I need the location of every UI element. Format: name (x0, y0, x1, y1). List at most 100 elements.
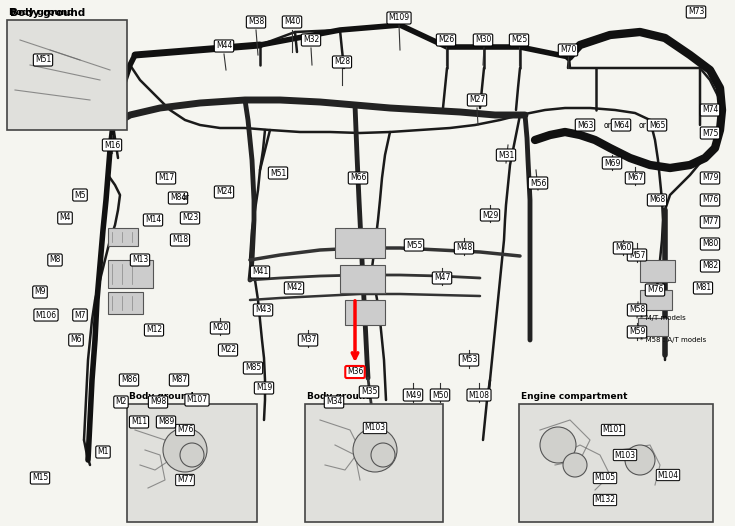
Text: Body ground: Body ground (129, 392, 194, 401)
Text: M34: M34 (326, 398, 343, 407)
Text: M15: M15 (32, 473, 48, 482)
Text: or: or (604, 120, 612, 129)
Text: M109: M109 (388, 14, 409, 23)
Text: M56: M56 (530, 178, 546, 187)
Text: M101: M101 (603, 426, 623, 434)
Bar (640, 260, 675, 282)
Text: M1: M1 (97, 448, 109, 457)
Text: M80: M80 (702, 239, 718, 248)
Text: M24: M24 (216, 187, 232, 197)
Text: M69: M69 (604, 158, 620, 167)
Circle shape (353, 428, 397, 472)
Text: M49: M49 (405, 390, 421, 400)
Text: M12: M12 (146, 326, 162, 335)
Text: M63: M63 (577, 120, 593, 129)
Text: M74: M74 (702, 106, 718, 115)
Text: M66: M66 (350, 174, 366, 183)
Circle shape (180, 443, 204, 467)
Text: M132: M132 (595, 495, 615, 504)
Text: M29: M29 (482, 210, 498, 219)
Text: M76: M76 (647, 286, 663, 295)
Text: M65: M65 (649, 120, 665, 129)
Circle shape (163, 428, 207, 472)
Text: M25: M25 (511, 35, 527, 45)
Text: M32: M32 (303, 35, 319, 45)
Circle shape (540, 427, 576, 463)
Text: M44: M44 (216, 42, 232, 50)
Text: M98: M98 (150, 398, 166, 407)
Text: M36: M36 (347, 368, 363, 377)
Text: M4: M4 (60, 214, 71, 222)
Text: M5: M5 (74, 190, 86, 199)
Text: M48: M48 (456, 244, 472, 252)
Bar (519, 404, 713, 522)
Text: M23: M23 (182, 214, 198, 222)
Text: M68: M68 (649, 196, 665, 205)
Text: M51: M51 (35, 56, 51, 65)
Text: M26: M26 (438, 35, 454, 45)
Text: M37: M37 (300, 336, 316, 345)
Text: M76: M76 (702, 196, 718, 205)
Text: M17: M17 (158, 174, 174, 183)
Circle shape (371, 443, 395, 467)
Text: M19: M19 (256, 383, 272, 392)
Text: M43: M43 (255, 306, 271, 315)
Text: M6: M6 (71, 336, 82, 345)
Text: M108: M108 (468, 390, 490, 400)
Text: M27: M27 (469, 96, 485, 105)
Text: M57: M57 (629, 250, 645, 259)
Text: M104: M104 (657, 470, 678, 480)
Text: Body ground: Body ground (10, 8, 85, 18)
Circle shape (563, 453, 587, 477)
Text: Body ground: Body ground (307, 392, 372, 401)
Bar (108, 228, 138, 246)
Text: M8: M8 (49, 256, 61, 265)
Text: * M/T models: * M/T models (640, 315, 686, 321)
Text: M82: M82 (702, 261, 718, 270)
Text: M81: M81 (695, 284, 711, 292)
Text: M16: M16 (104, 140, 120, 149)
Text: M47: M47 (434, 274, 450, 282)
Text: M9: M9 (35, 288, 46, 297)
Text: * M58 : A/T models: * M58 : A/T models (640, 337, 706, 343)
Bar (640, 290, 672, 310)
Text: M87: M87 (171, 376, 187, 385)
Text: M60: M60 (614, 244, 631, 252)
Text: M79: M79 (702, 174, 718, 183)
Text: M85: M85 (245, 363, 261, 372)
Text: or: or (639, 120, 647, 129)
Text: or: or (182, 194, 190, 203)
Text: M75: M75 (702, 128, 718, 137)
Text: M67: M67 (627, 174, 643, 183)
Text: M41: M41 (252, 268, 268, 277)
Text: M35: M35 (361, 388, 377, 397)
Text: M7: M7 (74, 310, 86, 319)
Text: M50: M50 (431, 390, 448, 400)
Text: M73: M73 (688, 7, 704, 16)
Text: M77: M77 (702, 217, 718, 227)
Text: M103: M103 (614, 450, 636, 460)
Text: M103: M103 (365, 423, 386, 432)
Text: M28: M28 (334, 57, 350, 66)
Text: M59: M59 (629, 328, 645, 337)
Text: M89: M89 (158, 418, 174, 427)
Text: M77: M77 (177, 476, 193, 484)
Text: M84: M84 (170, 194, 186, 203)
Bar (127, 404, 257, 522)
Text: M58: M58 (629, 306, 645, 315)
Text: M14: M14 (145, 216, 161, 225)
Circle shape (625, 445, 655, 475)
Text: Engine compartment: Engine compartment (521, 392, 628, 401)
Text: Body ground: Body ground (9, 8, 74, 17)
Text: M13: M13 (132, 256, 148, 265)
Text: M38: M38 (248, 17, 264, 26)
Bar (340, 265, 385, 293)
Text: M106: M106 (35, 310, 57, 319)
Text: M18: M18 (172, 236, 188, 245)
Text: M76: M76 (177, 426, 193, 434)
Bar (305, 404, 443, 522)
Text: M70: M70 (560, 46, 576, 55)
Text: M107: M107 (187, 396, 207, 404)
Text: M64: M64 (613, 120, 629, 129)
Text: M20: M20 (212, 323, 228, 332)
